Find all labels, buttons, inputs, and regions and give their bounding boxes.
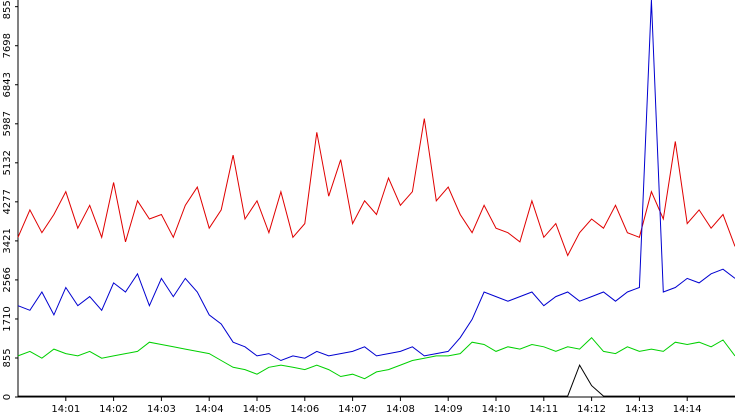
x-tick-label: 14:13: [625, 404, 654, 415]
series-line: [18, 363, 735, 397]
x-tick-label: 14:10: [482, 404, 511, 415]
x-tick-label: 14:07: [338, 404, 367, 415]
x-tick-label: 14:04: [195, 404, 224, 415]
x-tick-label: 14:08: [386, 404, 415, 415]
y-tick-label: 6843: [2, 72, 13, 97]
series-line: [17, 0, 735, 362]
series-line: [17, 336, 735, 380]
y-tick-label: 2566: [2, 267, 13, 292]
y-tick-label: 855: [2, 348, 13, 367]
y-tick-label: 8554: [2, 0, 13, 19]
x-tick-label: 14:12: [577, 404, 606, 415]
x-tick-label: 14:02: [99, 404, 128, 415]
y-tick-label: 4277: [2, 189, 13, 214]
x-tick-label: 14:03: [147, 404, 176, 415]
y-tick-label: 1710: [2, 306, 13, 331]
x-tick-label: 14:05: [243, 404, 272, 415]
y-tick-label: 5132: [2, 150, 13, 175]
y-tick-label: 5987: [2, 111, 13, 136]
x-tick-label: 14:11: [529, 404, 558, 415]
series-line: [17, 118, 735, 257]
x-tick-label: 14:01: [51, 404, 80, 415]
x-tick-label: 14:06: [290, 404, 319, 415]
y-tick-label: 7698: [2, 33, 13, 58]
x-tick-label: 14:09: [434, 404, 463, 415]
x-tick-label: 14:14: [673, 404, 702, 415]
y-tick-label: 3421: [2, 228, 13, 253]
y-tick-label: 0: [2, 394, 13, 400]
